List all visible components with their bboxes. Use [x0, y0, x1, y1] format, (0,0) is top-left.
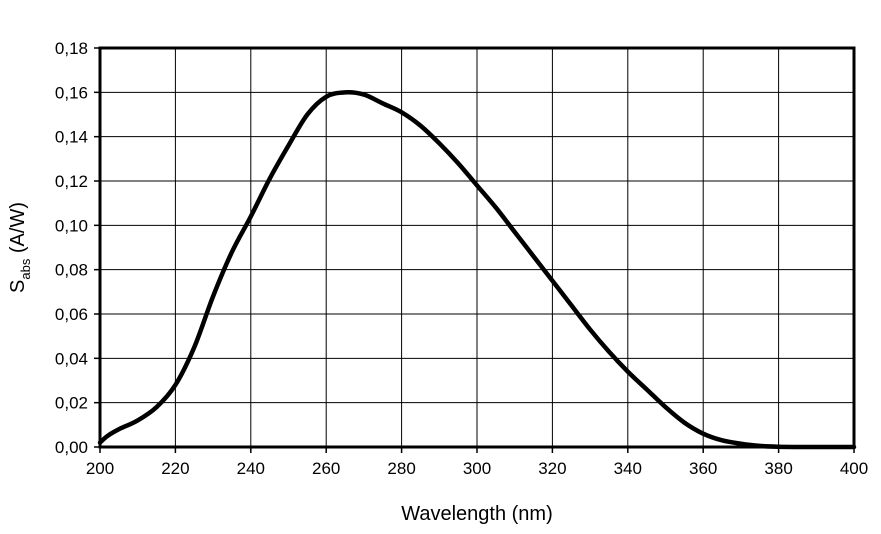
- y-tick-label: 0,04: [55, 349, 88, 368]
- y-tick-label: 0,08: [55, 261, 88, 280]
- x-tick-label: 340: [614, 459, 642, 478]
- x-tick-label: 400: [840, 459, 868, 478]
- y-tick-label: 0,12: [55, 172, 88, 191]
- x-tick-label: 360: [689, 459, 717, 478]
- x-tick-label: 260: [312, 459, 340, 478]
- y-axis-label-main: S: [7, 280, 29, 293]
- x-tick-label: 300: [463, 459, 491, 478]
- series-line-0: [97, 89, 857, 450]
- x-tick-label: 380: [764, 459, 792, 478]
- x-tick-label: 200: [86, 459, 114, 478]
- y-tick-labels: 0,00 0,02 0,04 0,06 0,08 0,10 0,12 0,14 0,16 0,18: [55, 39, 100, 457]
- x-tick-label: 280: [387, 459, 415, 478]
- x-tick-label: 240: [237, 459, 265, 478]
- y-axis-label: Sabs (A/W): [7, 202, 33, 293]
- y-tick-label: 0,02: [55, 394, 88, 413]
- y-tick-label: 0,00: [55, 438, 88, 457]
- y-tick-label: 0,18: [55, 39, 88, 58]
- x-tick-label: 220: [161, 459, 189, 478]
- y-tick-label: 0,14: [55, 128, 88, 147]
- y-tick-label: 0,16: [55, 83, 88, 102]
- y-tick-label: 0,06: [55, 305, 88, 324]
- x-tick-labels: 200 220 240 260 280 300 320 340 360 380 400: [86, 447, 868, 478]
- series-layer: [97, 89, 857, 450]
- x-axis-label: Wavelength (nm): [401, 503, 553, 525]
- x-tick-label: 320: [538, 459, 566, 478]
- y-tick-label: 0,10: [55, 216, 88, 235]
- grid-lines: [100, 48, 854, 447]
- y-axis-label-rest: (A/W): [7, 202, 29, 259]
- y-axis-label-subscript: abs: [18, 258, 33, 279]
